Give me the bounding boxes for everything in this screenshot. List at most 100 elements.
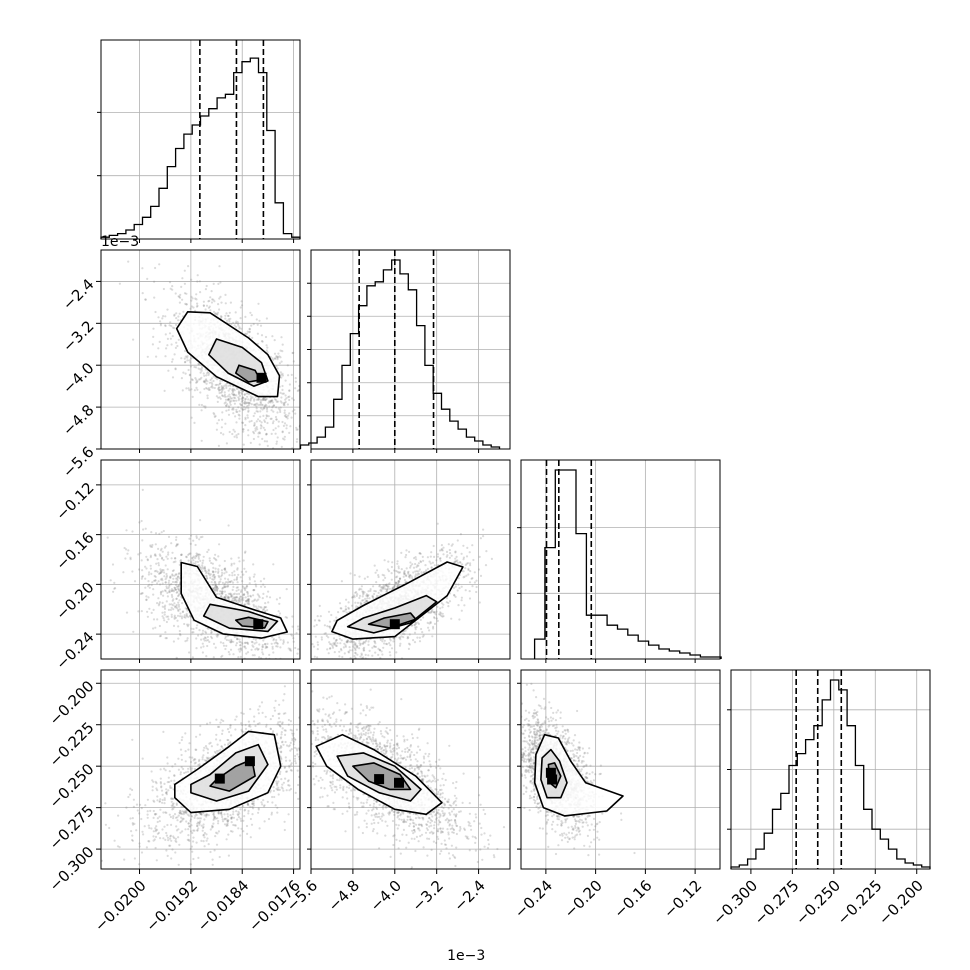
scatter-point <box>363 649 366 652</box>
scatter-point <box>212 412 215 415</box>
scatter-point <box>297 648 300 651</box>
scatter-point <box>191 631 194 634</box>
scatter-point <box>284 413 287 416</box>
scatter-point <box>290 416 293 419</box>
scatter-point <box>237 413 240 416</box>
scatter-point <box>224 383 227 386</box>
scatter-point <box>217 303 220 306</box>
scatter-point <box>171 580 175 584</box>
scatter-point <box>284 398 287 401</box>
scatter-point <box>215 634 218 637</box>
scatter-point <box>212 588 215 591</box>
scatter-point <box>224 314 227 317</box>
scatter-point <box>231 571 234 574</box>
contour-line-3 <box>235 364 261 383</box>
scatter-point <box>235 399 238 402</box>
scatter-point <box>332 637 336 640</box>
scatter-point <box>205 572 208 575</box>
scatter-point <box>275 400 278 403</box>
scatter-point <box>210 631 213 635</box>
scatter-point <box>225 386 228 390</box>
scatter-point <box>417 570 420 573</box>
scatter-point <box>292 360 295 363</box>
scatter-point <box>192 539 195 542</box>
scatter-point <box>258 643 261 646</box>
scatter-point <box>152 618 156 621</box>
histogram-step <box>533 469 722 659</box>
scatter-point <box>439 612 442 615</box>
scatter-point <box>200 409 203 412</box>
scatter-point <box>362 649 365 652</box>
scatter-point <box>202 372 205 375</box>
scatter-point <box>249 311 252 314</box>
scatter-point <box>158 602 161 606</box>
scatter-point <box>327 636 330 639</box>
scatter-point <box>223 572 226 575</box>
scatter-point <box>277 420 280 423</box>
scatter-point <box>188 389 191 392</box>
scatter-point <box>327 652 330 655</box>
scatter-point <box>332 642 335 645</box>
scatter-point <box>187 553 190 557</box>
scatter-point <box>283 435 286 438</box>
scatter-point <box>205 374 208 377</box>
scatter-point <box>262 397 265 400</box>
scatter-point <box>297 628 300 631</box>
scatter-point <box>227 398 230 401</box>
scatter-point <box>279 410 282 414</box>
scatter-point <box>416 574 419 577</box>
scatter-point <box>271 406 274 409</box>
histogram-panel-4 <box>727 669 931 870</box>
scatter-point <box>388 582 391 585</box>
panel-content <box>311 460 510 659</box>
scatter-point <box>303 414 305 416</box>
scatter-point <box>327 610 331 613</box>
scatter-point <box>412 571 415 574</box>
scatter-point <box>482 528 485 531</box>
scatter-point <box>243 645 246 648</box>
scatter-point <box>255 420 258 423</box>
scatter-point <box>181 389 184 392</box>
scatter-point <box>227 318 230 321</box>
scatter-point <box>329 642 332 646</box>
scatter-point <box>153 280 156 283</box>
scatter-point <box>282 640 285 644</box>
scatter-point <box>195 536 198 540</box>
scatter-point <box>215 589 219 592</box>
scatter-point <box>219 641 222 644</box>
scatter-point <box>203 565 206 569</box>
scatter-point <box>249 395 252 398</box>
scatter-point <box>191 557 194 560</box>
scatter-point <box>170 613 173 616</box>
scatter-point <box>170 557 173 560</box>
scatter-point <box>194 562 197 566</box>
scatter-point <box>241 399 244 402</box>
scatter-point <box>210 581 213 584</box>
scatter-point <box>259 580 262 583</box>
scatter-point <box>287 374 290 377</box>
scatter-point <box>260 606 263 609</box>
scatter-point <box>192 559 195 562</box>
scatter-point <box>192 631 195 634</box>
scatter-point <box>237 396 240 399</box>
scatter-point <box>328 625 331 628</box>
scatter-point <box>237 393 241 396</box>
scatter-point <box>409 564 412 567</box>
scatter-point <box>174 368 177 371</box>
scatter-point <box>209 378 212 382</box>
scatter-point <box>183 361 187 364</box>
scatter-point <box>269 400 272 403</box>
scatter-point <box>249 399 252 402</box>
scatter-point <box>279 356 282 359</box>
scatter-point <box>233 562 236 565</box>
scatter-point <box>221 587 224 590</box>
scatter-point <box>127 260 130 263</box>
scatter-point <box>170 606 173 609</box>
scatter-point <box>208 557 211 560</box>
scatter-point <box>139 552 142 555</box>
scatter-point <box>369 588 372 591</box>
scatter-point <box>453 594 456 597</box>
scatter-point <box>190 388 193 391</box>
scatter-point <box>228 430 231 434</box>
scatter-point <box>219 580 222 583</box>
